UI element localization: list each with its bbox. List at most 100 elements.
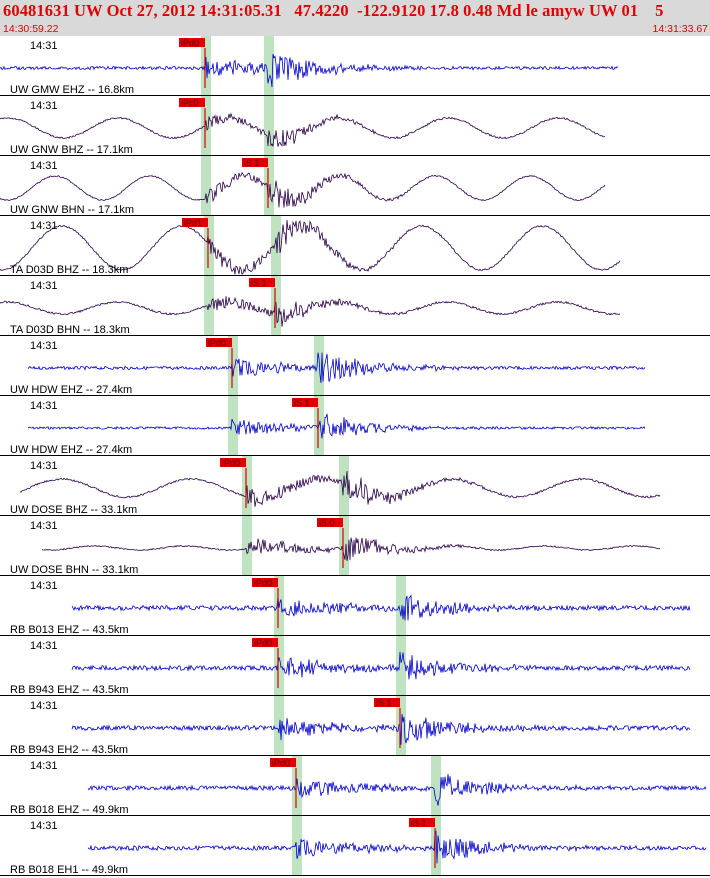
p-window-marker: [274, 696, 284, 756]
s-window-marker: [339, 516, 349, 576]
trace-station-label: TA D03D BHZ -- 18.3km: [10, 264, 128, 276]
p-window-marker: [201, 36, 211, 96]
pick-flag[interactable]: [292, 398, 318, 407]
trace-station-label: UW DOSE BHZ -- 33.1km: [10, 504, 137, 516]
trace-panel[interactable]: iPd0 14:31 RB B943 EHZ -- 43.5km: [0, 636, 710, 696]
window-end-time: 14:31:33.67: [652, 23, 708, 35]
pick-label: iS 1: [294, 398, 310, 408]
waveform-trace: [27, 413, 646, 439]
pick-flag[interactable]: [249, 278, 275, 287]
pick-label: iPd0: [254, 638, 272, 648]
trace-station-label: UW HDW EHZ -- 27.4km: [10, 444, 132, 456]
event-title: 60481631 UW Oct 27, 2012 14:31:05.31 47.…: [3, 1, 664, 20]
pick-flag[interactable]: [409, 818, 435, 827]
trace-panel[interactable]: iS 1 14:31 TA D03D BHN -- 18.3km: [0, 276, 710, 336]
pick-flag[interactable]: [252, 578, 278, 587]
trace-panel[interactable]: iPd0 14:31 UW GMW EHZ -- 16.8km: [0, 36, 710, 96]
p-window-marker: [204, 216, 214, 276]
pick-label: iS 0: [319, 518, 335, 528]
trace-time-label: 14:31: [30, 220, 58, 232]
s-window-marker: [339, 456, 349, 516]
pick-flag[interactable]: [182, 218, 208, 227]
pick-flag[interactable]: [270, 758, 296, 767]
waveform-trace: [27, 352, 646, 384]
trace-panel[interactable]: iPd0 14:31 UW DOSE BHZ -- 33.1km: [0, 456, 710, 516]
trace-time-label: 14:31: [30, 640, 58, 652]
trace-panel[interactable]: iPd0 14:31 RB B018 EHZ -- 49.9km: [0, 756, 710, 816]
trace-station-label: UW GNW BHN -- 17.1km: [10, 204, 134, 216]
s-window-marker: [314, 336, 324, 396]
trace-panel[interactable]: iPc0 14:31 UW GNW BHZ -- 17.1km: [0, 96, 710, 156]
trace-time-label: 14:31: [30, 280, 58, 292]
trace-time-label: 14:31: [30, 100, 58, 112]
s-window-marker: [396, 576, 406, 636]
trace-time-label: 14:31: [30, 400, 58, 412]
trace-station-label: UW GNW BHZ -- 17.1km: [10, 144, 133, 156]
s-window-marker: [431, 756, 441, 816]
p-window-marker: [292, 756, 302, 816]
pick-flag[interactable]: [206, 338, 232, 347]
s-window-marker: [396, 636, 406, 696]
p-window-marker: [242, 516, 252, 576]
pick-flag[interactable]: [242, 158, 268, 167]
trace-panel[interactable]: iS 1 14:31 RB B018 EH1 -- 49.9km: [0, 816, 710, 876]
trace-time-label: 14:31: [30, 700, 58, 712]
waveform-trace: [87, 774, 707, 806]
pick-flag[interactable]: [179, 98, 205, 107]
p-window-marker: [228, 336, 238, 396]
trace-station-label: UW DOSE BHN -- 33.1km: [10, 564, 138, 576]
pick-label: iPd0: [181, 38, 199, 48]
waveform-trace: [71, 594, 691, 621]
pick-label: iPd1: [184, 218, 202, 228]
waveform-trace: [0, 172, 606, 208]
pick-label: iPd0: [272, 758, 290, 768]
event-header: 60481631 UW Oct 27, 2012 14:31:05.31 47.…: [0, 0, 710, 36]
s-window-marker: [264, 36, 274, 96]
trace-time-label: 14:31: [30, 520, 58, 532]
trace-panel[interactable]: iPd0 14:31 UW HDW EHZ -- 27.4km: [0, 336, 710, 396]
pick-label: iPc0: [181, 98, 199, 108]
waveform-trace: [0, 53, 619, 88]
trace-station-label: UW HDW EHZ -- 27.4km: [10, 384, 132, 396]
pick-flag[interactable]: [317, 518, 343, 527]
waveform-trace: [19, 471, 661, 507]
trace-station-label: RB B018 EH1 -- 49.9km: [10, 864, 128, 876]
pick-flag[interactable]: [374, 698, 400, 707]
p-window-marker: [201, 96, 211, 156]
pick-label: iS 1: [244, 158, 260, 168]
trace-panel[interactable]: iS 1 14:31 UW GNW BHN -- 17.1km: [0, 156, 710, 216]
trace-station-label: RB B018 EHZ -- 49.9km: [10, 804, 129, 816]
s-window-marker: [396, 696, 406, 756]
pick-flag[interactable]: [179, 38, 205, 47]
pick-flag[interactable]: [252, 638, 278, 647]
trace-time-label: 14:31: [30, 40, 58, 52]
trace-station-label: RB B943 EHZ -- 43.5km: [10, 684, 129, 696]
p-window-marker: [201, 156, 211, 216]
trace-panel[interactable]: iS 1 14:31 UW HDW EHZ -- 27.4km: [0, 396, 710, 456]
pick-label: iPd0: [254, 578, 272, 588]
waveform-trace: [41, 537, 660, 561]
pick-flag[interactable]: [220, 458, 246, 467]
trace-panel[interactable]: iS 1 14:31 RB B943 EH2 -- 43.5km: [0, 696, 710, 756]
trace-panel[interactable]: iS 0 14:31 UW DOSE BHN -- 33.1km: [0, 516, 710, 576]
trace-station-label: TA D03D BHN -- 18.3km: [10, 324, 130, 336]
pick-label: iS 1: [251, 278, 267, 288]
waveform-trace: [87, 830, 707, 864]
p-window-marker: [292, 816, 302, 876]
trace-panel[interactable]: iPd1 14:31 TA D03D BHZ -- 18.3km: [0, 216, 710, 276]
p-window-marker: [228, 396, 238, 456]
trace-time-label: 14:31: [30, 160, 58, 172]
s-window-marker: [264, 96, 274, 156]
waveform-trace: [0, 112, 606, 147]
trace-station-label: RB B943 EH2 -- 43.5km: [10, 744, 128, 756]
waveform-trace: [0, 296, 621, 327]
trace-time-label: 14:31: [30, 460, 58, 472]
pick-label: iS 1: [411, 818, 427, 828]
trace-panel[interactable]: iPd0 14:31 RB B013 EHZ -- 43.5km: [0, 576, 710, 636]
trace-time-label: 14:31: [30, 340, 58, 352]
waveform-trace: [71, 713, 691, 745]
s-window-marker: [431, 816, 441, 876]
seismogram-panel[interactable]: iPd0 14:31 UW GMW EHZ -- 16.8km iPc0 14:31 UW…: [0, 36, 710, 878]
pick-label: iS 1: [376, 698, 392, 708]
pick-label: iPd0: [222, 458, 240, 468]
